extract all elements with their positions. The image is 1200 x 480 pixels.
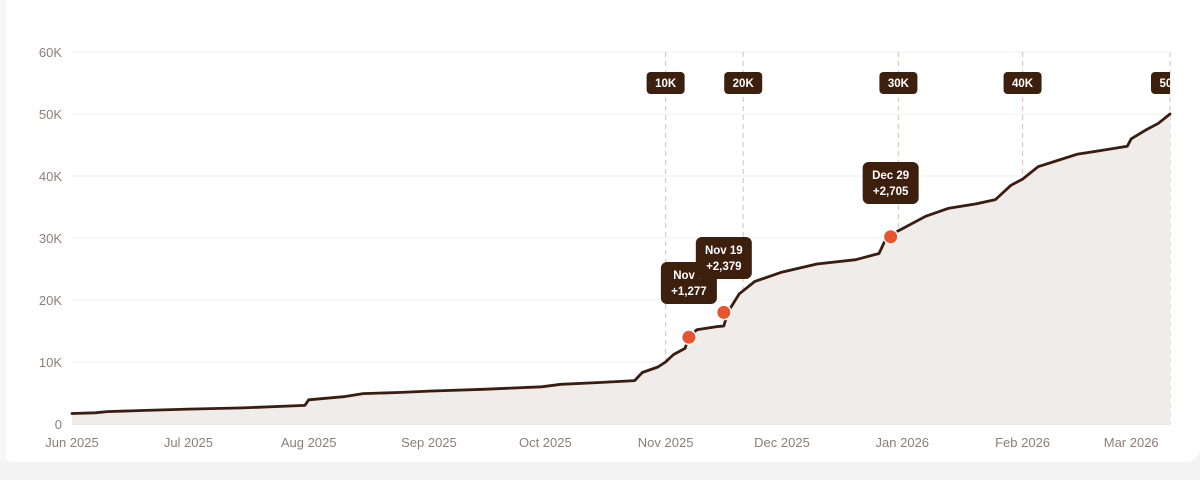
annotation-date: Dec 29 xyxy=(872,170,909,182)
annotation-marker xyxy=(884,230,898,244)
annotation-delta: +2,705 xyxy=(873,186,909,198)
x-tick-label: Sep 2025 xyxy=(401,435,457,450)
x-tick-label: Feb 2026 xyxy=(995,435,1050,450)
y-tick-label: 0 xyxy=(55,417,62,432)
milestone-badge-label: 40K xyxy=(1012,78,1034,90)
milestone-badge xyxy=(1151,72,1170,94)
annotation-delta: +2,379 xyxy=(706,261,742,273)
x-tick-label: Jul 2025 xyxy=(164,435,213,450)
milestone-badge xyxy=(646,72,685,94)
annotation-tooltip xyxy=(862,162,919,204)
milestone-badge xyxy=(1003,72,1042,94)
x-tick-label: Mar 2026 xyxy=(1104,435,1159,450)
series-line xyxy=(70,112,1172,415)
x-axis-ticks: Jun 2025 Jul 2025 Aug 2025 Sep 2025 Oct 2025… xyxy=(45,435,1158,450)
x-tick-label: Dec 2025 xyxy=(754,435,810,450)
y-axis-ticks: 0 10K 20K 30K 40K 50K 60K xyxy=(39,45,62,432)
x-tick-label: Aug 2025 xyxy=(281,435,337,450)
series-area xyxy=(70,112,1172,425)
y-tick-label: 30K xyxy=(39,231,62,246)
y-tick-label: 40K xyxy=(39,169,62,184)
milestone-badge xyxy=(879,72,918,94)
annotation-marker xyxy=(682,330,696,344)
x-tick-label: Nov 2025 xyxy=(638,435,694,450)
x-tick-label: Jun 2025 xyxy=(45,435,99,450)
milestone-badge-label: 50K xyxy=(1159,78,1181,90)
annotation-marker xyxy=(717,305,731,319)
annotation-delta: +1,277 xyxy=(671,286,707,298)
milestone-badges: 10K 20K 30K 40K 50K xyxy=(646,72,1181,94)
card-edge xyxy=(0,0,6,462)
milestone-badge-label: 20K xyxy=(733,78,755,90)
y-tick-label: 20K xyxy=(39,293,62,308)
x-tick-label: Jan 2026 xyxy=(876,435,930,450)
annotation-tooltip xyxy=(695,237,752,279)
milestone-badge-label: 30K xyxy=(888,78,910,90)
series-area-fill xyxy=(72,114,1170,424)
y-tick-label: 10K xyxy=(39,355,62,370)
y-tick-label: 50K xyxy=(39,107,62,122)
milestone-badge-label: 10K xyxy=(655,78,677,90)
x-tick-label: Oct 2025 xyxy=(519,435,572,450)
milestone-badge xyxy=(724,72,763,94)
y-tick-label: 60K xyxy=(39,45,62,60)
annotation-date: Nov 19 xyxy=(705,245,743,257)
